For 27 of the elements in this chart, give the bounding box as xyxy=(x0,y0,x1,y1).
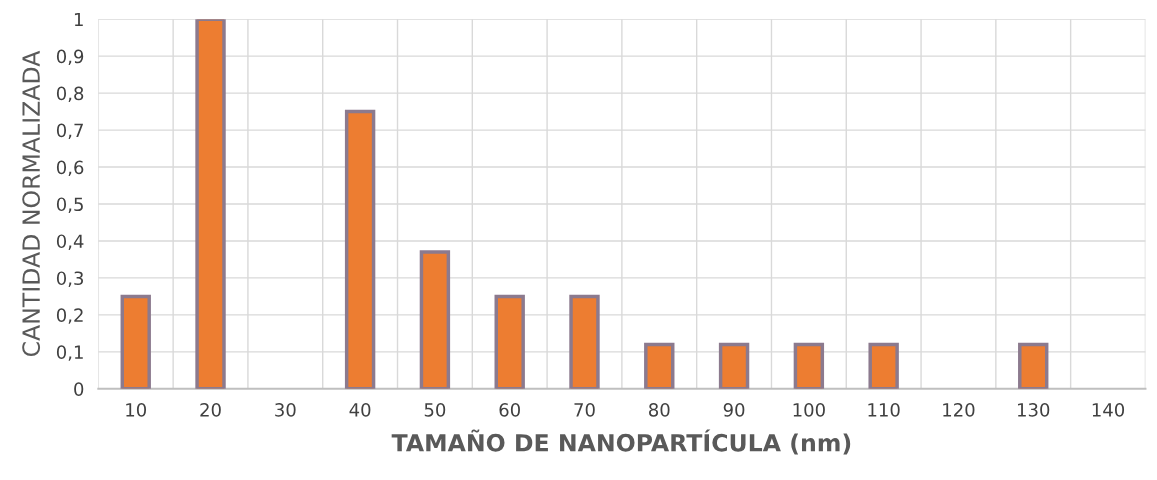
y-tick-label: 0,9 xyxy=(56,49,84,66)
y-tick-label: 0,1 xyxy=(56,345,83,361)
x-tick-label: 140 xyxy=(1092,403,1125,417)
y-tick-label: 0,4 xyxy=(56,234,84,250)
x-tick-label: 70 xyxy=(574,403,595,417)
y-tick-label: 0,2 xyxy=(56,308,83,324)
x-tick-label: 110 xyxy=(868,403,900,417)
y-tick-label: 0,6 xyxy=(56,160,84,176)
y-tick-label: 0,3 xyxy=(56,271,84,287)
x-tick-label: 20 xyxy=(200,403,221,417)
x-tick-label: 80 xyxy=(649,403,670,417)
x-tick-label: 30 xyxy=(275,403,296,417)
x-tick-label: 120 xyxy=(943,403,975,417)
y-tick-label: 1 xyxy=(74,12,83,27)
x-axis-title: TAMAÑO DE NANOPARTÍCULA (nm) xyxy=(391,429,851,455)
y-tick-label: 0,8 xyxy=(56,86,84,103)
x-tick-label: 50 xyxy=(424,403,446,417)
x-tick-label: 60 xyxy=(499,403,520,417)
x-tick-label: 10 xyxy=(126,403,147,417)
y-tick-label: 0,7 xyxy=(56,123,83,140)
x-tick-label: 90 xyxy=(723,403,745,417)
y-tick-label: 0,5 xyxy=(56,197,83,213)
x-tick-label: 40 xyxy=(349,403,371,417)
y-axis-title: CANTIDAD NORMALIZADA xyxy=(22,50,41,357)
x-tick-label: 100 xyxy=(793,403,825,417)
y-tick-label: 0 xyxy=(74,382,84,396)
x-tick-label: 130 xyxy=(1017,403,1050,417)
